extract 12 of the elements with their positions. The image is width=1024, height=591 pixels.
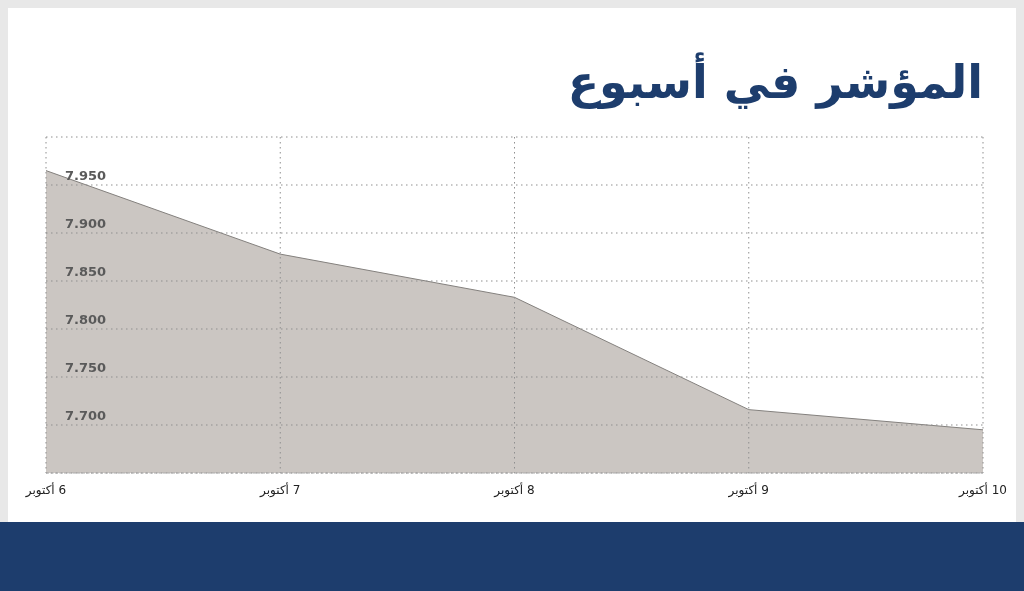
y-tick-label: 7.800 <box>65 312 107 327</box>
y-tick-label: 7.900 <box>65 216 107 231</box>
y-tick-label: 7.750 <box>65 360 107 375</box>
y-tick-label: 7.850 <box>65 264 107 279</box>
y-tick-label: 7.950 <box>65 168 107 183</box>
x-tick-label: 10 أكتوبر <box>958 482 1007 498</box>
chart-title: المؤشر في أسبوع <box>567 52 983 109</box>
x-tick-label: 7 أكتوبر <box>259 482 301 498</box>
x-tick-label: 6 أكتوبر <box>24 482 67 498</box>
x-tick-label: 8 أكتوبر <box>493 482 535 498</box>
x-tick-label: 9 أكتوبر <box>727 482 769 498</box>
y-tick-label: 7.700 <box>65 408 107 423</box>
